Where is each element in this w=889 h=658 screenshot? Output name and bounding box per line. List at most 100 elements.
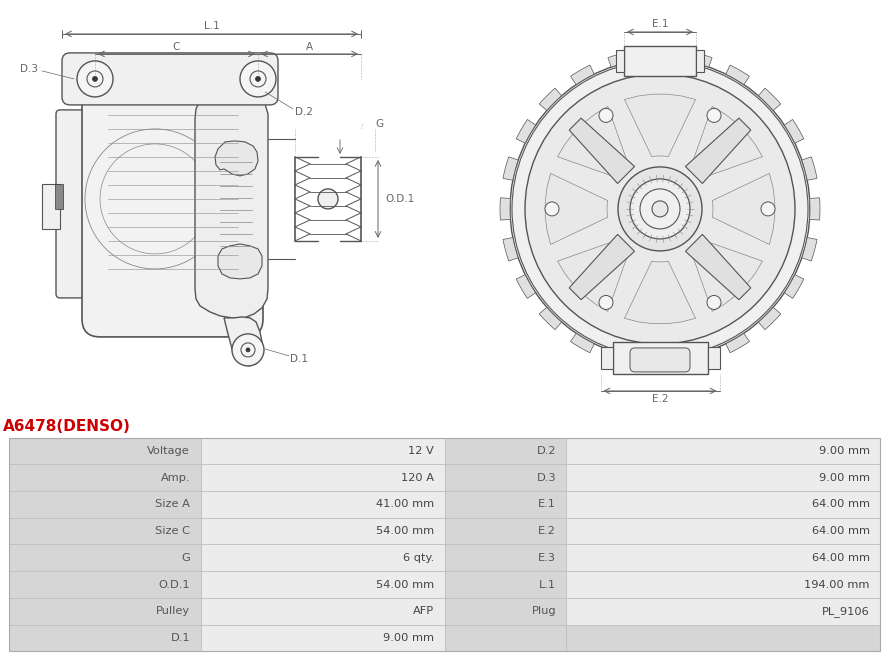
Polygon shape xyxy=(557,240,629,311)
Text: AFP: AFP xyxy=(412,606,434,617)
Polygon shape xyxy=(503,238,518,261)
Circle shape xyxy=(92,76,98,82)
Polygon shape xyxy=(691,240,763,311)
Text: E.2: E.2 xyxy=(538,526,556,536)
Polygon shape xyxy=(569,234,635,299)
Text: Voltage: Voltage xyxy=(148,446,190,456)
Polygon shape xyxy=(810,198,820,220)
Text: 54.00 mm: 54.00 mm xyxy=(376,526,434,536)
Circle shape xyxy=(630,179,690,239)
Bar xyxy=(9,598,201,624)
Text: 64.00 mm: 64.00 mm xyxy=(812,499,869,509)
Bar xyxy=(600,347,613,369)
Bar xyxy=(42,184,60,229)
Polygon shape xyxy=(517,120,536,143)
Polygon shape xyxy=(649,359,671,369)
Text: 6 qty.: 6 qty. xyxy=(403,553,434,563)
Text: C: C xyxy=(172,42,180,52)
Bar xyxy=(566,438,880,465)
Polygon shape xyxy=(712,173,775,245)
Circle shape xyxy=(510,59,810,359)
Polygon shape xyxy=(685,234,751,299)
Polygon shape xyxy=(689,351,712,366)
Polygon shape xyxy=(758,88,781,111)
Bar xyxy=(566,598,880,624)
Text: 9.00 mm: 9.00 mm xyxy=(819,472,869,483)
Bar xyxy=(444,545,566,571)
Text: D.2: D.2 xyxy=(537,446,556,456)
FancyBboxPatch shape xyxy=(624,46,696,76)
Bar xyxy=(616,50,624,72)
Polygon shape xyxy=(503,157,518,180)
Bar xyxy=(444,571,566,598)
Circle shape xyxy=(599,109,613,122)
Polygon shape xyxy=(540,307,562,330)
Text: D.1: D.1 xyxy=(290,354,308,364)
Text: 64.00 mm: 64.00 mm xyxy=(812,526,869,536)
Bar xyxy=(444,624,566,651)
Bar xyxy=(201,624,444,651)
Polygon shape xyxy=(725,65,749,85)
Polygon shape xyxy=(571,333,594,353)
Polygon shape xyxy=(691,107,763,178)
Bar xyxy=(9,491,201,518)
Circle shape xyxy=(240,61,276,97)
Text: G: G xyxy=(181,553,190,563)
Circle shape xyxy=(545,202,559,216)
Polygon shape xyxy=(802,238,817,261)
Text: E.3: E.3 xyxy=(538,553,556,563)
Polygon shape xyxy=(608,52,631,67)
Circle shape xyxy=(707,109,721,122)
Polygon shape xyxy=(802,157,817,180)
Text: L.1: L.1 xyxy=(539,580,556,590)
Bar xyxy=(444,491,566,518)
Polygon shape xyxy=(784,274,804,298)
Bar xyxy=(9,465,201,491)
Text: Amp.: Amp. xyxy=(161,472,190,483)
Polygon shape xyxy=(224,317,262,366)
Circle shape xyxy=(640,189,680,229)
Text: 120 A: 120 A xyxy=(401,472,434,483)
Text: Size A: Size A xyxy=(156,499,190,509)
Text: 9.00 mm: 9.00 mm xyxy=(819,446,869,456)
Bar xyxy=(201,598,444,624)
Circle shape xyxy=(318,189,338,209)
Polygon shape xyxy=(500,198,510,220)
Text: O.D.1: O.D.1 xyxy=(158,580,190,590)
Bar xyxy=(55,184,63,209)
Bar xyxy=(566,571,880,598)
Bar xyxy=(696,50,704,72)
Bar xyxy=(9,545,201,571)
Polygon shape xyxy=(569,118,635,184)
Bar xyxy=(201,438,444,465)
Bar xyxy=(9,624,201,651)
Bar xyxy=(444,465,566,491)
Polygon shape xyxy=(215,141,258,176)
Text: E.2: E.2 xyxy=(652,394,669,404)
Polygon shape xyxy=(517,274,536,298)
Text: D.3: D.3 xyxy=(536,472,556,483)
Text: A6478(DENSO): A6478(DENSO) xyxy=(4,418,131,434)
Bar xyxy=(9,438,201,465)
Text: PL_9106: PL_9106 xyxy=(822,606,869,617)
Bar xyxy=(566,465,880,491)
Polygon shape xyxy=(557,107,629,178)
Circle shape xyxy=(652,201,668,217)
Bar xyxy=(201,491,444,518)
Circle shape xyxy=(618,167,702,251)
FancyBboxPatch shape xyxy=(630,348,690,372)
Bar xyxy=(708,347,719,369)
Circle shape xyxy=(246,348,250,352)
Text: D.3: D.3 xyxy=(20,64,38,74)
Polygon shape xyxy=(218,244,262,279)
Bar xyxy=(201,571,444,598)
Text: 41.00 mm: 41.00 mm xyxy=(376,499,434,509)
Polygon shape xyxy=(784,120,804,143)
Bar xyxy=(201,545,444,571)
FancyBboxPatch shape xyxy=(56,110,142,298)
Polygon shape xyxy=(689,52,712,67)
Text: Pulley: Pulley xyxy=(156,606,190,617)
Bar xyxy=(444,518,566,545)
FancyBboxPatch shape xyxy=(82,73,263,337)
Polygon shape xyxy=(685,118,751,184)
